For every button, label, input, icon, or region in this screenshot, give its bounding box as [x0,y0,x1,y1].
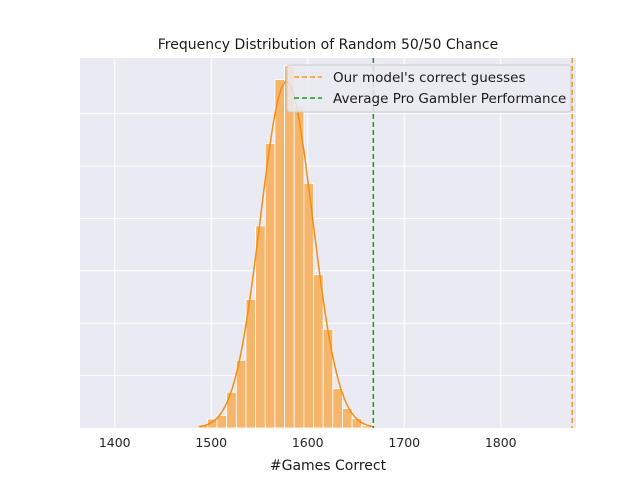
histogram-bar [284,65,295,429]
histogram-bar [322,328,334,429]
histogram-bars [197,65,372,429]
histogram-bar [264,143,276,429]
x-tick-label: 1500 [195,435,227,450]
histogram-bar [226,391,237,429]
histogram-bar [293,105,305,429]
legend-box [286,64,572,113]
legend-label-pro-gambler: Average Pro Gambler Performance [333,91,566,107]
x-tick-label: 1400 [99,435,131,450]
x-tick-label: 1600 [292,435,324,450]
x-axis-label: #Games Correct [270,458,387,474]
legend: Our model's correct guesses Average Pro … [286,64,572,113]
histogram-bar [274,79,285,429]
reference-lines [372,58,573,428]
x-axis-ticks: 1400 1500 1600 1700 1800 [99,435,517,450]
histogram-bar [332,388,343,429]
legend-label-model: Our model's correct guesses [333,70,526,86]
histogram-bar [255,225,266,429]
x-tick-label: 1800 [485,435,517,450]
chart-title: Frequency Distribution of Random 50/50 C… [158,37,498,53]
histogram-bar [313,274,324,429]
x-tick-label: 1700 [388,435,420,450]
